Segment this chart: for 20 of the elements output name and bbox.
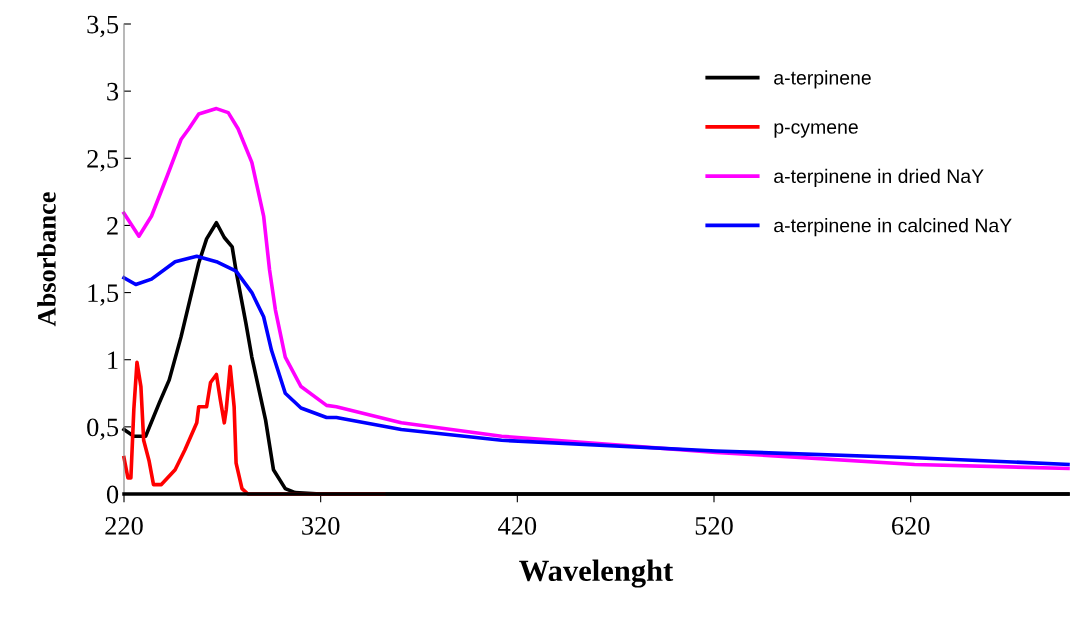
x-tick-label: 320: [302, 516, 340, 535]
y-tick-label: 3: [107, 82, 119, 101]
y-tick-label: 2: [107, 217, 118, 235]
legend-label: a-terpinene: [774, 70, 871, 89]
y-tick-label: 3,5: [87, 15, 119, 38]
y-tick-label: 1,5: [88, 284, 119, 306]
line-series: [122, 254, 1070, 467]
y-tick-label: 1: [108, 351, 118, 369]
x-tick-label: 220: [105, 516, 143, 535]
y-axis-title: Absorbance: [37, 192, 56, 327]
y-tick-label: 0: [106, 485, 119, 504]
legend-label: a-terpinene in dried NaY: [774, 168, 984, 187]
legend-label: p-cymene: [774, 123, 858, 138]
x-tick-label: 520: [695, 516, 733, 535]
x-axis-title: Wavelenght: [519, 559, 674, 588]
y-tick-label: 0,5: [87, 418, 119, 441]
x-tick-label: 420: [498, 516, 537, 535]
x-tick-label: 620: [892, 516, 930, 535]
y-tick-label: 2,5: [87, 149, 119, 172]
legend-label: a-terpinene in calcined NaY: [774, 218, 1012, 237]
